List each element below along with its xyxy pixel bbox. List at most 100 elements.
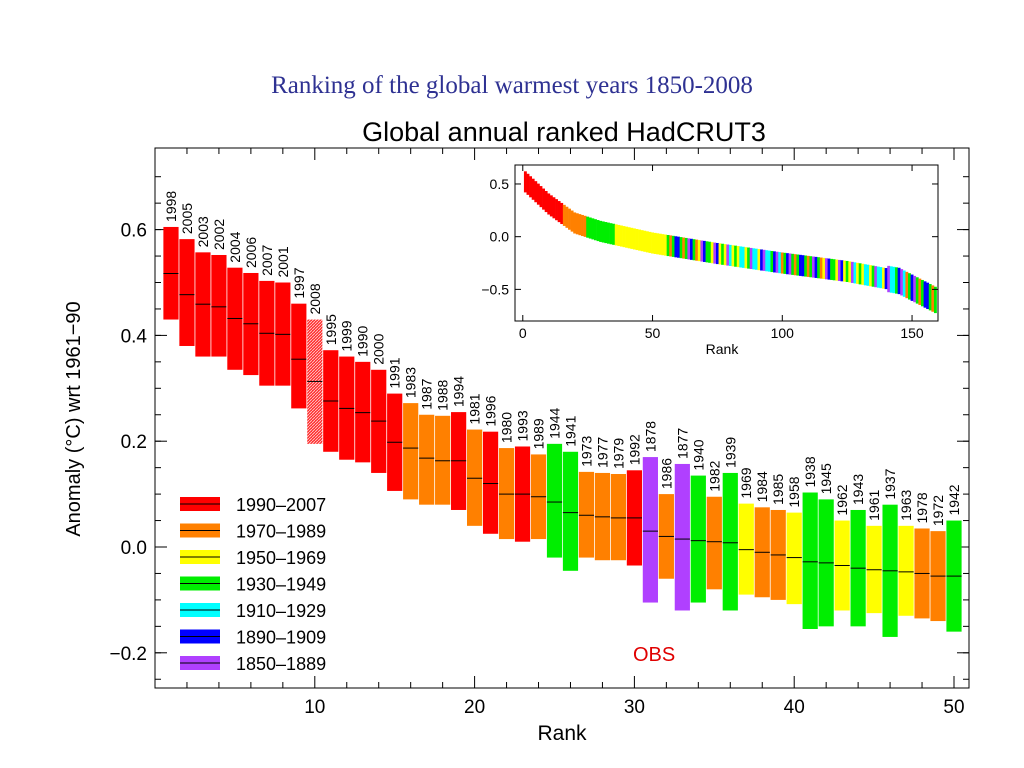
- inset-bar-rank-70: [702, 240, 706, 262]
- inset-bar-rank-36: [614, 224, 618, 246]
- inset-bar-rank-51: [653, 232, 657, 254]
- inset-bar-rank-92: [760, 249, 763, 271]
- inset-bar-rank-52: [656, 233, 660, 255]
- year-label: 2006: [243, 237, 259, 268]
- year-label: 1994: [451, 376, 467, 407]
- inset-x-tick-label: 100: [771, 325, 795, 341]
- y-tick-label: 0.4: [121, 326, 148, 347]
- inset-bar-rank-40: [625, 226, 629, 248]
- inset-bar-rank-149: [908, 273, 911, 300]
- year-label: 2003: [195, 216, 211, 247]
- inset-bar-rank-16: [562, 204, 566, 226]
- inset-bar-rank-97: [773, 251, 776, 273]
- inset-x-axis: 0 50 100 150: [519, 165, 924, 341]
- year-label: 1963: [898, 489, 914, 520]
- inset-bar-rank-56: [666, 234, 670, 257]
- inset-bar-rank-140: [884, 268, 888, 290]
- inset-bar-rank-11: [549, 195, 553, 217]
- year-label: 1993: [515, 410, 531, 441]
- inset-bar-rank-105: [793, 254, 797, 276]
- inset-bar-rank-124: [843, 260, 847, 282]
- bar-rank-13: [355, 361, 371, 463]
- inset-series: [523, 171, 937, 314]
- year-label: 1939: [722, 437, 738, 468]
- inset-bar-rank-103: [788, 253, 792, 275]
- inset-y-tick-label: −0.5: [481, 281, 509, 297]
- inset-bar-rank-18: [568, 208, 571, 230]
- inset-bar-rank-44: [635, 228, 639, 251]
- inset-bar-rank-131: [861, 263, 865, 285]
- inset-bar-rank-85: [741, 246, 745, 268]
- year-label: 1979: [610, 438, 626, 469]
- year-label: 1877: [674, 428, 690, 459]
- inset-bar-rank-9: [544, 191, 548, 213]
- inset-bar-rank-5: [534, 181, 538, 203]
- year-label: 1998: [163, 191, 179, 222]
- bar-rank-21: [482, 431, 499, 534]
- inset-bar-rank-17: [565, 206, 569, 228]
- inset-bar-rank-147: [902, 270, 906, 297]
- inset-bar-rank-32: [604, 222, 608, 244]
- inset-bar-rank-137: [876, 266, 880, 288]
- inset-bar-rank-53: [658, 233, 662, 255]
- legend-label: 1970–1989: [236, 522, 326, 542]
- inset-bar-rank-150: [910, 274, 914, 301]
- inset-bar-rank-120: [832, 259, 836, 281]
- inset-bar-rank-116: [822, 257, 826, 279]
- inset-bar-rank-125: [845, 260, 849, 282]
- inset-chart: 0.5 0.0 −0.5 0 50 100 150 Rank: [481, 164, 939, 357]
- inset-x-tick-label: 50: [645, 325, 661, 341]
- inset-bar-rank-7: [539, 186, 543, 208]
- inset-bar-rank-81: [731, 245, 735, 267]
- inset-bar-rank-13: [555, 199, 558, 221]
- bar-rank-41: [802, 492, 818, 629]
- inset-bar-rank-118: [827, 258, 831, 280]
- inset-bar-rank-100: [780, 252, 784, 274]
- inset-bar-rank-84: [739, 246, 743, 268]
- inset-bar-rank-122: [837, 259, 841, 281]
- inset-bar-rank-109: [804, 255, 808, 277]
- inset-bar-rank-136: [874, 266, 878, 288]
- inset-bar-rank-144: [895, 267, 898, 294]
- inset-bar-rank-47: [643, 230, 647, 252]
- inset-bar-rank-101: [783, 252, 787, 274]
- inset-bar-rank-152: [915, 277, 919, 304]
- inset-bar-rank-22: [578, 214, 582, 236]
- inset-bar-rank-20: [573, 212, 577, 234]
- inset-bar-rank-132: [863, 264, 867, 286]
- inset-bar-rank-46: [640, 230, 644, 252]
- year-label: 1962: [834, 484, 850, 515]
- bar-rank-9: [291, 303, 307, 409]
- legend: 1990–2007 1970–1989 1950–1969 1930–1949 1910…: [180, 495, 326, 674]
- inset-bar-rank-27: [591, 218, 595, 240]
- inset-bar-rank-87: [747, 247, 751, 269]
- legend-label: 1990–2007: [236, 495, 326, 515]
- inset-bar-rank-58: [671, 235, 675, 257]
- inset-bar-rank-10: [547, 193, 551, 215]
- year-labels: 1998 2005 2003 2002 2004 2006 2007 200119972008…: [163, 191, 962, 527]
- plot-frame: [154, 147, 970, 689]
- inset-bar-rank-99: [778, 252, 782, 274]
- inset-bar-rank-76: [718, 243, 722, 265]
- inset-bar-rank-157: [928, 284, 932, 311]
- bar-rank-16: [403, 403, 419, 500]
- inset-bar-rank-3: [529, 176, 533, 198]
- inset-bar-rank-88: [749, 247, 753, 270]
- bar-rank-40: [786, 512, 802, 605]
- inset-bar-rank-68: [697, 240, 701, 262]
- year-label: 1989: [531, 418, 547, 449]
- inset-bar-rank-54: [661, 234, 665, 256]
- inset-bar-rank-41: [627, 227, 631, 249]
- legend-label: 1910–1929: [236, 601, 326, 621]
- year-label: 1977: [594, 437, 610, 468]
- bar-rank-47: [898, 525, 914, 616]
- inset-bar-rank-159: [933, 286, 937, 314]
- inset-bar-rank-28: [594, 219, 597, 241]
- inset-bar-rank-110: [806, 255, 810, 277]
- inset-bar-rank-153: [918, 278, 922, 305]
- inset-bar-rank-112: [811, 256, 815, 278]
- year-label: 2001: [275, 246, 291, 277]
- inset-bar-rank-72: [708, 241, 712, 263]
- bar-rank-18: [435, 415, 451, 505]
- inset-bar-rank-96: [770, 250, 774, 273]
